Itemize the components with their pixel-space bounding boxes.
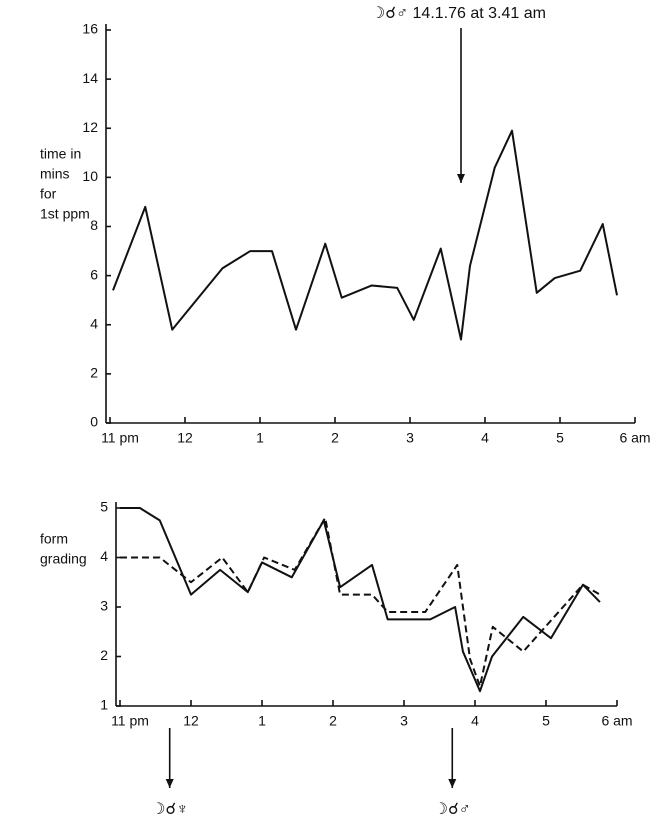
y-tick-label: 3 xyxy=(100,598,108,614)
y-tick-label: 5 xyxy=(100,499,108,515)
y-tick-label: 6 xyxy=(90,266,98,282)
y-tick-label: 2 xyxy=(90,365,98,381)
x-tick-label: 4 xyxy=(481,430,489,446)
x-tick-label: 5 xyxy=(556,430,564,446)
data-line xyxy=(120,507,601,693)
x-tick-label: 11 pm xyxy=(101,430,139,446)
y-axis-label: time in xyxy=(40,146,81,162)
y-axis-label: grading xyxy=(40,551,87,567)
y-axis-label: 1st ppm xyxy=(40,206,90,222)
arrow-head xyxy=(457,174,465,183)
data-line xyxy=(120,516,601,688)
x-tick-label: 3 xyxy=(406,430,414,446)
x-tick-label: 12 xyxy=(183,713,199,729)
x-tick-label: 6 am xyxy=(601,713,632,729)
x-tick-label: 12 xyxy=(177,430,193,446)
x-tick-label: 6 am xyxy=(619,430,650,446)
y-axis-label: mins xyxy=(40,166,70,182)
y-tick-label: 2 xyxy=(100,647,108,663)
annotation-text: ☽☌♆ xyxy=(151,801,188,818)
x-tick-label: 4 xyxy=(471,713,479,729)
x-tick-label: 5 xyxy=(542,713,550,729)
annotation-text: ☽☌♂ 14.1.76 at 3.41 am xyxy=(371,5,546,22)
x-tick-label: 2 xyxy=(329,713,337,729)
arrow-head xyxy=(165,779,174,788)
y-tick-label: 4 xyxy=(90,315,98,331)
y-tick-label: 8 xyxy=(90,217,98,233)
y-tick-label: 12 xyxy=(82,119,98,135)
y-axis-label: form xyxy=(40,531,68,547)
data-line xyxy=(112,129,618,341)
y-tick-label: 10 xyxy=(82,168,98,184)
x-tick-label: 2 xyxy=(331,430,339,446)
x-tick-label: 11 pm xyxy=(111,713,149,729)
y-tick-label: 1 xyxy=(100,697,108,713)
x-tick-label: 1 xyxy=(258,713,266,729)
y-tick-label: 14 xyxy=(82,70,98,86)
y-tick-label: 16 xyxy=(82,21,98,37)
arrow-head xyxy=(448,779,457,788)
x-tick-label: 3 xyxy=(400,713,408,729)
x-tick-label: 1 xyxy=(256,430,264,446)
y-tick-label: 4 xyxy=(100,548,108,564)
annotation-text: ☽☌♂ xyxy=(434,801,471,818)
y-tick-label: 0 xyxy=(90,414,98,430)
y-axis-label: for xyxy=(40,186,57,202)
